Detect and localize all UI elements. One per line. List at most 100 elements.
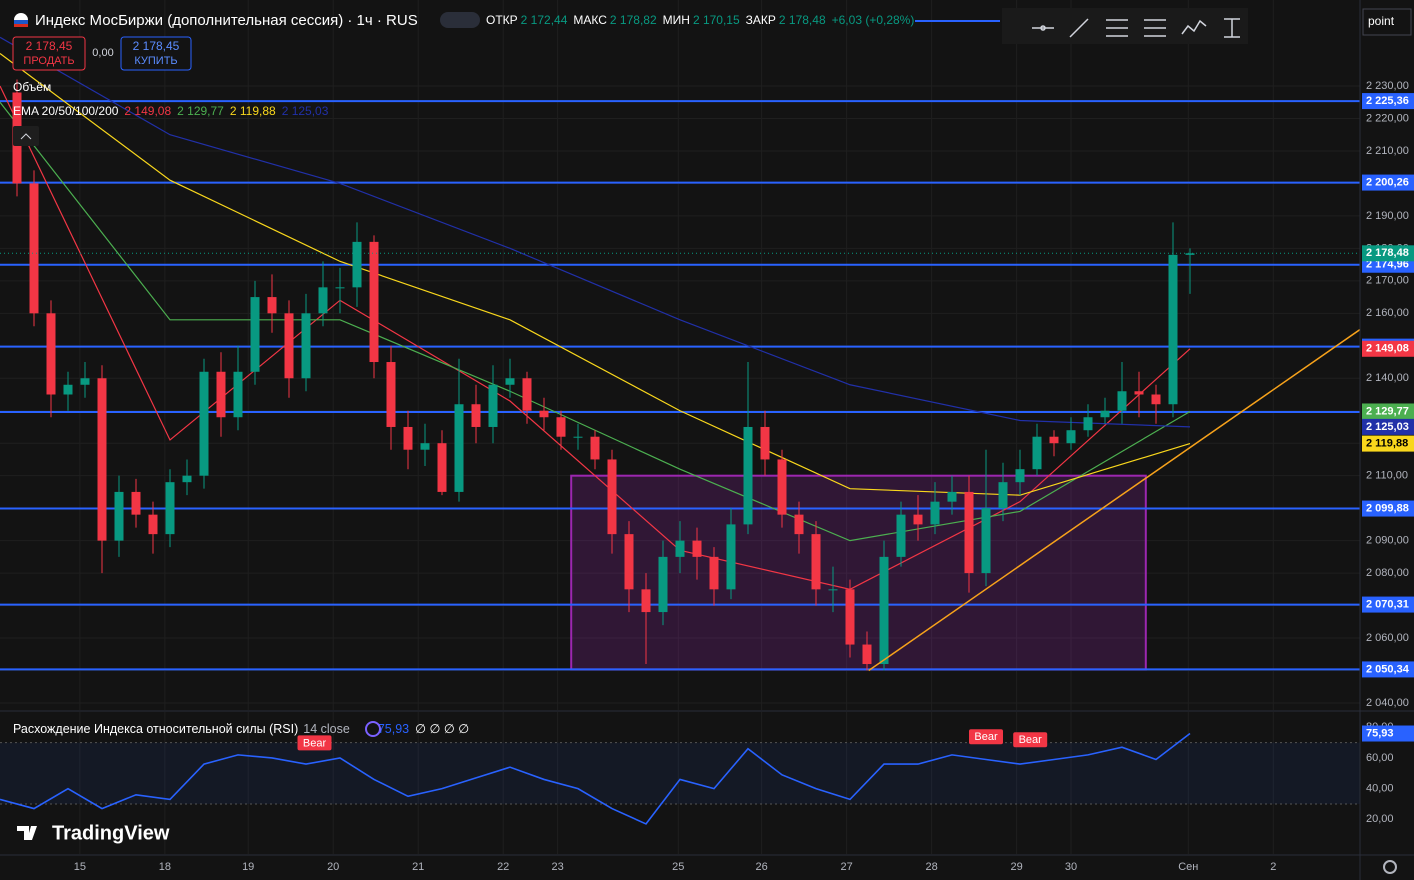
candle-body bbox=[1100, 410, 1110, 418]
rsi-tick-label: 60,00 bbox=[1366, 752, 1394, 764]
x-tick-label: 27 bbox=[840, 861, 852, 873]
price-tag bbox=[1362, 661, 1414, 678]
price-tag-label: 2 125,03 bbox=[1366, 421, 1409, 433]
candle-body bbox=[709, 556, 719, 590]
rsi-band bbox=[0, 742, 1360, 804]
candle-body bbox=[335, 287, 345, 289]
scale-mode[interactable]: point bbox=[1368, 14, 1395, 28]
candle-body bbox=[233, 371, 243, 418]
bear-marker bbox=[1013, 732, 1048, 748]
drawing-toolbar bbox=[1002, 8, 1248, 44]
ema-legend-value: 2 149,08 bbox=[124, 104, 171, 118]
candle-body bbox=[1032, 436, 1042, 470]
candle-body bbox=[471, 404, 481, 427]
toolbar-icons[interactable] bbox=[1032, 18, 1240, 38]
x-tick-label: 29 bbox=[1010, 861, 1022, 873]
price-tag-label: 2 174,96 bbox=[1366, 259, 1409, 271]
candle-body bbox=[369, 241, 379, 363]
candle-body bbox=[131, 491, 141, 515]
bear-marker bbox=[297, 735, 332, 751]
candle-body bbox=[964, 491, 974, 574]
ohlc-value: 2 178,82 bbox=[610, 13, 657, 27]
candle-body bbox=[692, 540, 702, 557]
ema-line bbox=[0, 53, 1191, 496]
candle-body bbox=[182, 475, 192, 483]
price-tag-label: 2 149,08 bbox=[1366, 343, 1409, 355]
candle-body bbox=[267, 297, 277, 314]
volume-legend: Объём bbox=[13, 80, 51, 94]
x-tick-label: 26 bbox=[755, 861, 767, 873]
range-box bbox=[570, 474, 1147, 671]
scale-mode-box[interactable] bbox=[1362, 8, 1412, 36]
candle-body bbox=[1134, 391, 1144, 395]
ema-legend-value: 2 125,03 bbox=[282, 104, 329, 118]
price-pane bbox=[0, 0, 1360, 710]
flag-stripe bbox=[14, 20, 28, 24]
candle-body bbox=[437, 443, 447, 492]
price-tag bbox=[1362, 340, 1414, 357]
x-tick-label: 30 bbox=[1065, 861, 1077, 873]
ema-line bbox=[0, 36, 1191, 428]
candle-body bbox=[675, 540, 685, 557]
candle-body bbox=[1049, 436, 1059, 444]
candle-body bbox=[1117, 391, 1127, 411]
rsi-extra: ∅ ∅ ∅ ∅ bbox=[415, 722, 469, 736]
candle-body bbox=[148, 514, 158, 535]
rsi-settings-icon[interactable] bbox=[365, 721, 381, 737]
symbol-title: Индекс МосБиржи (дополнительная сессия) … bbox=[35, 12, 418, 29]
rsi-line bbox=[0, 732, 1191, 825]
sell-price[interactable]: 2 178,45 bbox=[26, 39, 73, 53]
x-tick-label: Сен bbox=[1178, 861, 1198, 873]
candle-body bbox=[199, 371, 209, 476]
candle-body bbox=[607, 459, 617, 535]
toggle[interactable] bbox=[440, 12, 480, 28]
candle-body bbox=[403, 426, 413, 450]
candle-body bbox=[556, 417, 566, 437]
x-tick-label: 23 bbox=[551, 861, 563, 873]
x-tick-label: 18 bbox=[159, 861, 171, 873]
candle-body bbox=[624, 534, 634, 590]
candle-body bbox=[284, 313, 294, 379]
rsi-title: Расхождение Индекса относительной силы (… bbox=[13, 722, 298, 736]
ohlc-value: 2 170,15 bbox=[693, 13, 740, 27]
y-tick-label: 2 190,00 bbox=[1366, 210, 1409, 222]
price-tag-label: 2 129,77 bbox=[1366, 405, 1409, 417]
x-tick-label: 19 bbox=[242, 861, 254, 873]
candle-body bbox=[165, 482, 175, 535]
ohlc-label: ОТКР bbox=[486, 13, 518, 27]
spread: 0,00 bbox=[92, 47, 113, 59]
price-tag-label: 2 178,48 bbox=[1366, 247, 1409, 259]
x-tick-label: 25 bbox=[672, 861, 684, 873]
rsi-value: 75,93 bbox=[378, 722, 409, 736]
y-tick-label: 2 140,00 bbox=[1366, 372, 1409, 384]
sell-button[interactable] bbox=[12, 36, 86, 71]
sell-label[interactable]: ПРОДАТЬ bbox=[23, 55, 74, 67]
buy-button[interactable] bbox=[120, 36, 192, 71]
candle-body bbox=[46, 313, 56, 395]
price-tag-label: 2 050,34 bbox=[1366, 663, 1410, 675]
buy-price[interactable]: 2 178,45 bbox=[133, 39, 180, 53]
candle-body bbox=[726, 524, 736, 590]
candle-body bbox=[386, 362, 396, 427]
ema-legend-title: EMA 20/50/100/200 bbox=[13, 104, 119, 118]
collapse-icon[interactable] bbox=[20, 133, 32, 140]
x-tick-label: 28 bbox=[925, 861, 937, 873]
candle-body bbox=[845, 589, 855, 645]
buy-label[interactable]: КУПИТЬ bbox=[134, 55, 177, 67]
candle-body bbox=[454, 404, 464, 492]
bear-marker bbox=[969, 729, 1003, 745]
y-tick-label: 2 080,00 bbox=[1366, 567, 1409, 579]
price-tag bbox=[1362, 500, 1414, 517]
x-tick-label: 2 bbox=[1270, 861, 1276, 873]
bear-label: Bear bbox=[303, 737, 327, 749]
candle-body bbox=[862, 644, 872, 665]
ohlc-value: 2 178,48 bbox=[779, 13, 826, 27]
y-tick-label: 2 230,00 bbox=[1366, 80, 1409, 92]
ohlc-header: ОТКР 2 172,44 МАКС 2 178,82 МИН 2 170,15 ЗАКР 2… bbox=[486, 13, 914, 27]
candle-body bbox=[777, 459, 787, 515]
ema-legend-value: 2 119,88 bbox=[230, 104, 276, 118]
collapse-button[interactable] bbox=[13, 126, 39, 146]
settings-icon[interactable] bbox=[1383, 860, 1397, 874]
